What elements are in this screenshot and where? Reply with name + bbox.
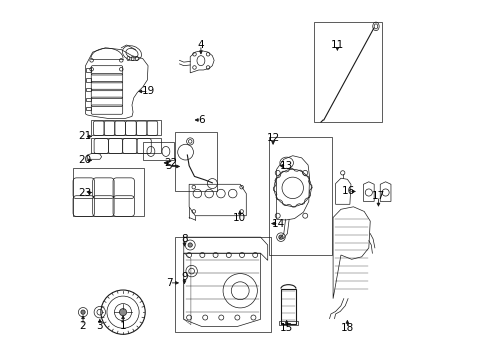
Text: 23: 23 xyxy=(78,188,91,198)
Bar xyxy=(268,137,332,255)
Text: 17: 17 xyxy=(371,191,384,201)
Text: 5: 5 xyxy=(165,161,172,171)
Text: 6: 6 xyxy=(198,115,204,125)
Text: 12: 12 xyxy=(266,133,279,143)
Circle shape xyxy=(188,243,192,247)
Text: 4: 4 xyxy=(197,40,204,50)
Bar xyxy=(85,78,91,82)
Text: 13: 13 xyxy=(280,161,293,171)
Bar xyxy=(175,132,217,191)
Bar xyxy=(85,98,91,102)
Text: 10: 10 xyxy=(233,212,246,222)
Text: 18: 18 xyxy=(340,323,353,333)
Text: 16: 16 xyxy=(342,186,355,197)
Text: 19: 19 xyxy=(142,86,155,96)
Bar xyxy=(85,88,91,91)
Text: 14: 14 xyxy=(272,219,285,229)
Text: 8: 8 xyxy=(181,234,187,244)
Bar xyxy=(175,237,271,332)
Bar xyxy=(142,143,174,160)
Text: 21: 21 xyxy=(78,131,91,141)
Text: 2: 2 xyxy=(80,321,86,331)
Text: 1: 1 xyxy=(120,321,126,331)
Circle shape xyxy=(119,309,126,316)
Bar xyxy=(85,68,91,72)
Text: 11: 11 xyxy=(330,40,343,50)
Circle shape xyxy=(278,235,283,239)
Text: 7: 7 xyxy=(166,278,172,288)
Text: 3: 3 xyxy=(96,321,103,331)
Bar xyxy=(278,321,298,325)
Bar xyxy=(91,120,160,135)
Bar xyxy=(85,107,91,111)
Circle shape xyxy=(81,310,85,314)
Bar xyxy=(313,22,381,122)
Text: 9: 9 xyxy=(181,272,187,282)
Text: 22: 22 xyxy=(164,158,178,168)
Text: 15: 15 xyxy=(280,323,293,333)
Bar xyxy=(73,168,144,216)
Bar xyxy=(281,289,295,324)
Bar xyxy=(91,138,160,153)
Text: 20: 20 xyxy=(78,156,91,165)
